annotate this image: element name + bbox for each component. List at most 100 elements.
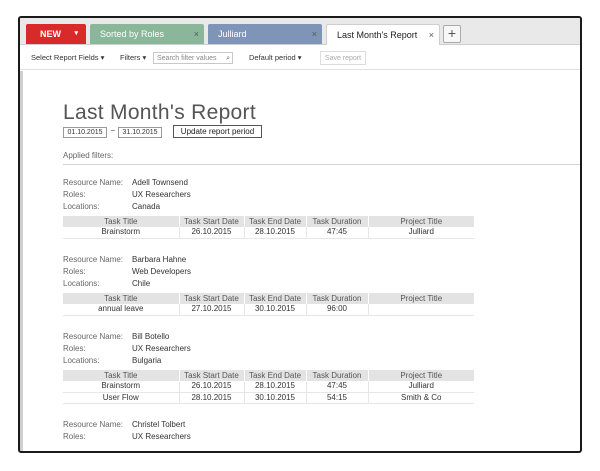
search-placeholder: Search filter values [157, 55, 217, 62]
task-duration-cell: 54:15 [305, 392, 368, 404]
resource-location: Canada [132, 202, 161, 211]
resource-name: Barbara Hahne [132, 255, 187, 264]
new-button[interactable]: NEW ▾ [26, 24, 86, 44]
report-toolbar: Select Report Fields ▾ Filters ▾ Search … [20, 46, 580, 70]
roles-label: Roles: [63, 267, 86, 276]
column-header: Project Title [367, 370, 474, 381]
resource-location: Bulgaria [132, 356, 162, 365]
new-button-label: NEW [40, 29, 61, 39]
task-start-cell: 26.10.2015 [178, 381, 244, 393]
column-header: Task Start Date [178, 370, 244, 381]
date-from-field[interactable]: 01.10.2015 [63, 127, 107, 138]
task-table: Task Title Task Start Date Task End Date… [63, 293, 474, 316]
resource-block: Resource Name: Adell Townsend Roles: UX Re… [63, 177, 191, 213]
project-title-cell: Julliard [367, 381, 474, 393]
update-report-period-button[interactable]: Update report period [173, 125, 262, 138]
resource-name-label: Resource Name: [63, 420, 124, 429]
chevron-down-icon[interactable]: ▾ [74, 30, 78, 37]
resource-name: Christel Tolbert [132, 420, 186, 429]
date-to-field[interactable]: 31.10.2015 [118, 127, 162, 138]
resource-block: Resource Name: Barbara Hahne Roles: Web De… [63, 254, 191, 290]
resource-location: Chile [132, 279, 151, 288]
task-start-cell: 28.10.2015 [178, 392, 244, 404]
table-header-row: Task Title Task Start Date Task End Date… [63, 216, 474, 227]
locations-label: Locations: [63, 356, 100, 365]
project-title-cell: Julliard [367, 227, 474, 239]
table-header-row: Task Title Task Start Date Task End Date… [63, 293, 474, 304]
tab-label: Julliard [218, 29, 247, 39]
tab-label: Sorted by Roles [100, 29, 165, 39]
save-report-button[interactable]: Save report [320, 51, 366, 65]
column-header: Task Duration [305, 216, 368, 227]
resource-roles: UX Researchers [132, 190, 191, 199]
locations-label: Locations: [63, 279, 100, 288]
column-header: Project Title [367, 293, 474, 304]
resource-name-label: Resource Name: [63, 332, 124, 341]
task-table: Task Title Task Start Date Task End Date… [63, 370, 474, 404]
resource-roles: Web Developers [132, 267, 191, 276]
column-header: Task Title [63, 293, 179, 304]
table-row: Brainstorm 26.10.2015 28.10.2015 47:45 J… [63, 227, 474, 239]
search-input[interactable]: Search filter values ⌕ [153, 52, 233, 64]
resource-roles: UX Researchers [132, 432, 191, 441]
task-end-cell: 28.10.2015 [243, 381, 306, 393]
page-title: Last Month's Report [63, 101, 256, 124]
locations-label: Locations: [63, 202, 100, 211]
add-tab-button[interactable]: + [443, 25, 461, 43]
roles-label: Roles: [63, 190, 86, 199]
task-title-cell: User Flow [63, 392, 179, 404]
roles-label: Roles: [63, 344, 86, 353]
task-duration-cell: 47:45 [305, 381, 368, 393]
task-table: Task Title Task Start Date Task End Date… [63, 216, 474, 239]
close-icon[interactable]: × [428, 30, 434, 40]
date-separator: – [111, 127, 115, 134]
resource-roles: UX Researchers [132, 344, 191, 353]
resource-block: Resource Name: Bill Botello Roles: UX Rese… [63, 331, 191, 367]
resource-name: Bill Botello [132, 332, 170, 341]
table-header-row: Task Title Task Start Date Task End Date… [63, 370, 474, 381]
app-window: NEW ▾ Sorted by Roles × Julliard × Last … [18, 16, 582, 453]
task-duration-cell: 96:00 [305, 304, 368, 316]
task-start-cell: 26.10.2015 [178, 227, 244, 239]
task-title-cell: Brainstorm [63, 381, 179, 393]
resource-name-label: Resource Name: [63, 255, 124, 264]
column-header: Task Duration [305, 370, 368, 381]
task-end-cell: 28.10.2015 [243, 227, 306, 239]
task-title-cell: Brainstorm [63, 227, 179, 239]
table-row: annual leave 27.10.2015 30.10.2015 96:00 [63, 304, 474, 316]
select-report-fields-dropdown[interactable]: Select Report Fields ▾ [31, 53, 105, 62]
column-header: Task Title [63, 370, 179, 381]
task-duration-cell: 47:45 [305, 227, 368, 239]
column-header: Task Start Date [178, 293, 244, 304]
divider [63, 164, 580, 165]
task-end-cell: 30.10.2015 [243, 392, 306, 404]
tab-julliard[interactable]: Julliard × [208, 24, 322, 44]
column-header: Task End Date [243, 216, 306, 227]
filters-dropdown[interactable]: Filters ▾ [120, 53, 147, 62]
task-end-cell: 30.10.2015 [243, 304, 306, 316]
resource-block: Resource Name: Christel Tolbert Roles: UX … [63, 419, 191, 443]
column-header: Task Title [63, 216, 179, 227]
close-icon[interactable]: × [311, 29, 317, 39]
tab-last-months-report[interactable]: Last Month's Report × [326, 24, 440, 45]
project-title-cell: Smith & Co [367, 392, 474, 404]
table-row: User Flow 28.10.2015 30.10.2015 54:15 Sm… [63, 392, 474, 404]
roles-label: Roles: [63, 432, 86, 441]
tab-bar: NEW ▾ Sorted by Roles × Julliard × Last … [20, 18, 580, 45]
tab-label: Last Month's Report [337, 30, 418, 40]
task-title-cell: annual leave [63, 304, 179, 316]
task-start-cell: 27.10.2015 [178, 304, 244, 316]
tab-sorted-by-roles[interactable]: Sorted by Roles × [90, 24, 204, 44]
resource-name: Adell Townsend [132, 178, 188, 187]
default-period-dropdown[interactable]: Default period ▾ [249, 53, 302, 62]
close-icon[interactable]: × [193, 29, 199, 39]
resource-name-label: Resource Name: [63, 178, 124, 187]
report-content: Last Month's Report 01.10.2015 – 31.10.2… [20, 71, 580, 451]
column-header: Task End Date [243, 370, 306, 381]
column-header: Task End Date [243, 293, 306, 304]
column-header: Task Duration [305, 293, 368, 304]
column-header: Task Start Date [178, 216, 244, 227]
search-icon: ⌕ [226, 55, 230, 62]
column-header: Project Title [367, 216, 474, 227]
project-title-cell [367, 304, 474, 316]
